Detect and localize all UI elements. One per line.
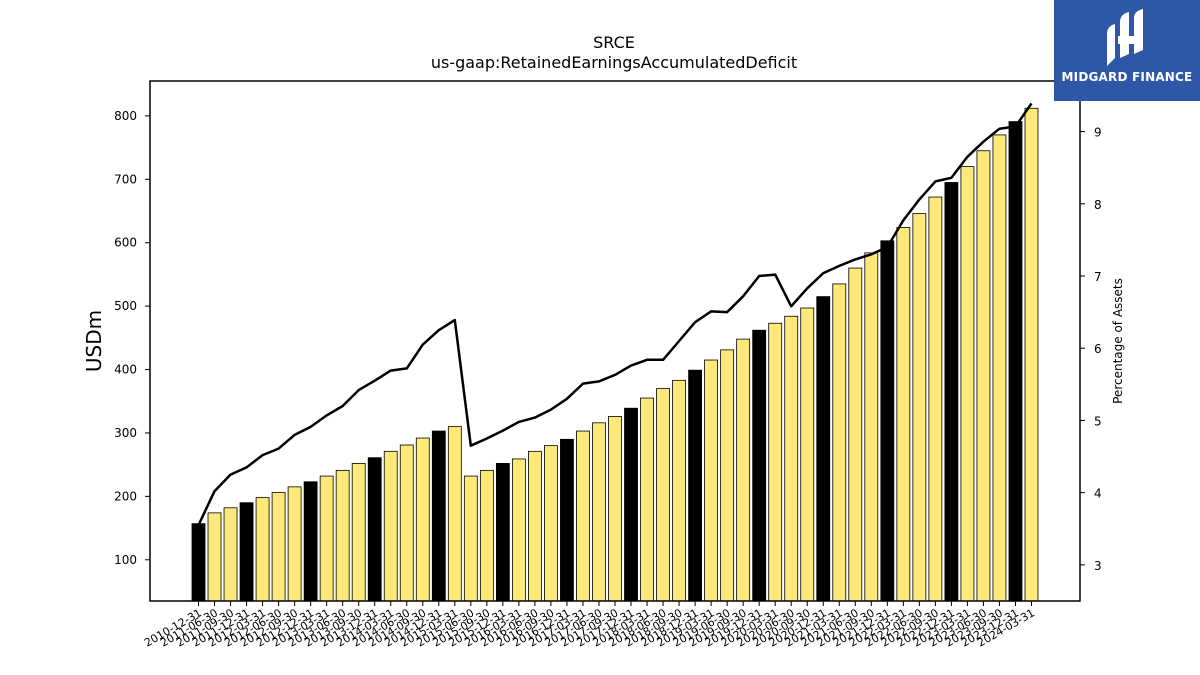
y-axis-label: USDm [82, 310, 106, 372]
bar-2010-12-31 [191, 523, 206, 602]
y-axis-right: 3 4 5 6 7 8 9 [1080, 126, 1102, 573]
y2-tick-label: 9 [1094, 126, 1102, 140]
y2-tick-label: 8 [1094, 198, 1102, 212]
bar-2016-06-30 [544, 445, 558, 602]
bar-2018-09-30 [688, 369, 702, 602]
bar-2013-12-31 [383, 450, 398, 602]
bar-2012-06-30 [287, 486, 302, 602]
y-axis-left: 100 200 300 400 500 600 700 800 [114, 109, 150, 567]
bar-2014-06-30 [415, 437, 430, 602]
y2-tick-label: 7 [1094, 270, 1102, 284]
bar-2020-09-30 [816, 296, 831, 602]
y-tick-label: 600 [114, 236, 137, 250]
bar-series [191, 107, 1039, 602]
brand-logo: MIDGARD FINANCE [1054, 0, 1200, 101]
y2-tick-label: 4 [1094, 487, 1102, 501]
bar-2015-06-30 [479, 469, 494, 602]
bar-2015-03-31 [463, 475, 478, 602]
bar-2021-12-31 [896, 227, 911, 602]
bar-2018-06-30 [672, 379, 686, 602]
bar-2019-12-31 [768, 322, 783, 602]
y-tick-label: 400 [114, 363, 137, 377]
bar-2022-09-30 [944, 182, 959, 602]
y-tick-label: 100 [114, 553, 137, 567]
y-tick-label: 200 [114, 489, 137, 503]
bar-2022-06-30 [928, 196, 943, 602]
bar-2012-12-31 [319, 475, 334, 602]
y2-tick-label: 3 [1094, 559, 1102, 573]
bar-2012-03-31 [271, 492, 286, 602]
bar-2023-03-31 [976, 150, 991, 602]
brand-name: MIDGARD FINANCE [1061, 70, 1193, 84]
bar-2019-06-30 [736, 338, 751, 602]
bar-2022-12-31 [960, 166, 975, 602]
bar-2023-06-30 [992, 134, 1007, 602]
bar-2018-03-31 [656, 388, 670, 602]
y2-axis-label: Percentage of Assets [1111, 278, 1125, 404]
y2-tick-label: 6 [1094, 342, 1102, 356]
bar-2013-03-31 [335, 469, 350, 602]
midgard-logo-icon [1107, 9, 1143, 66]
bar-2020-03-31 [784, 315, 799, 602]
bar-2016-12-31 [576, 430, 590, 602]
bar-2021-03-31 [848, 267, 863, 602]
bar-2021-09-30 [880, 240, 895, 602]
x-axis: 2010-12-312011-06-302011-09-302011-12-31… [142, 601, 1037, 650]
bar-2020-12-31 [832, 283, 847, 602]
bar-2017-09-30 [624, 407, 638, 602]
y-tick-label: 500 [114, 299, 137, 313]
bar-2018-12-31 [704, 359, 719, 602]
bar-2012-09-30 [303, 481, 318, 602]
bar-2014-12-31 [447, 426, 462, 602]
bar-2020-06-30 [800, 307, 815, 602]
chart-subtitle: us-gaap:RetainedEarningsAccumulatedDefic… [431, 53, 797, 72]
bar-2017-12-31 [640, 397, 654, 602]
bar-2017-06-30 [608, 416, 622, 602]
bar-2013-06-30 [351, 462, 366, 602]
bar-2011-09-30 [239, 502, 254, 602]
bar-2023-09-30 [1008, 121, 1023, 602]
bar-2015-12-31 [511, 458, 526, 602]
y-tick-label: 300 [114, 426, 137, 440]
y-tick-label: 800 [114, 109, 137, 123]
bar-2014-09-30 [431, 430, 446, 602]
bar-2023-12-31 [1024, 107, 1039, 602]
bar-2011-06-30 [223, 507, 238, 602]
bar-2017-03-31 [592, 422, 606, 602]
bar-2019-03-31 [720, 349, 735, 602]
bar-2019-09-30 [752, 329, 767, 602]
pct-assets-line [197, 102, 1033, 526]
y2-tick-label: 5 [1094, 414, 1102, 428]
bar-2013-09-30 [367, 457, 382, 602]
bar-2015-09-30 [495, 462, 510, 602]
chart-title: SRCE [593, 33, 635, 52]
bar-2011-12-31 [255, 497, 270, 602]
bar-2016-03-31 [528, 450, 542, 602]
bar-2016-09-30 [560, 438, 574, 602]
bar-2011-03-31 [207, 512, 222, 602]
bar-2021-06-30 [864, 252, 879, 602]
bar-2014-03-31 [399, 444, 414, 602]
y-tick-label: 700 [114, 172, 137, 186]
bar-2022-03-31 [912, 213, 927, 602]
